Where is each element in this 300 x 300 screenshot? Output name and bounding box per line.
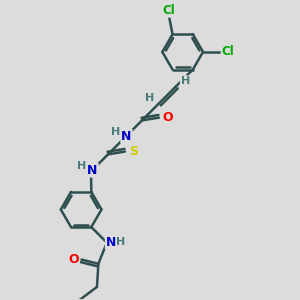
- Text: H: H: [181, 76, 190, 86]
- Text: H: H: [116, 237, 126, 247]
- Text: H: H: [77, 161, 86, 171]
- Text: H: H: [111, 127, 120, 137]
- Text: Cl: Cl: [163, 4, 175, 17]
- Text: S: S: [129, 145, 138, 158]
- Text: N: N: [106, 236, 116, 248]
- Text: O: O: [162, 111, 172, 124]
- Text: H: H: [145, 93, 154, 103]
- Text: Cl: Cl: [222, 45, 234, 58]
- Text: O: O: [68, 253, 79, 266]
- Text: N: N: [87, 164, 98, 177]
- Text: N: N: [121, 130, 132, 143]
